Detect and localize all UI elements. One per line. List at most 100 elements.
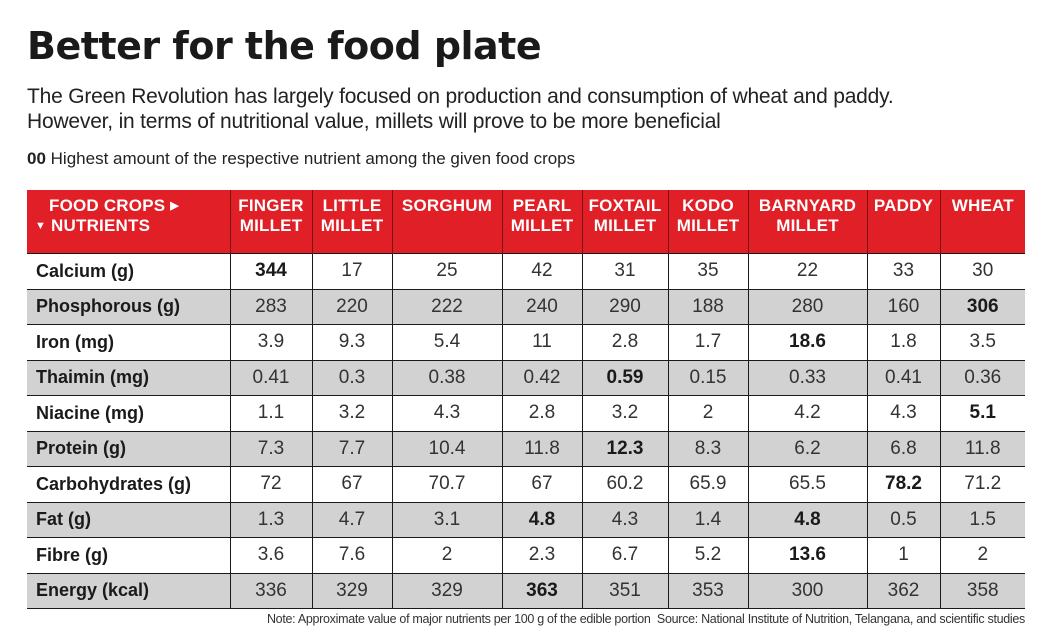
value-cell: 2.3 <box>501 537 582 573</box>
value-cell-highest: 306 <box>939 288 1025 325</box>
nutrient-table: FOOD CROPS ▶ ▼ NUTRIENTS FINGER MILLET LIT… <box>27 190 1025 609</box>
corner-header: FOOD CROPS ▶ ▼ NUTRIENTS <box>27 190 230 254</box>
value-cell-highest: 4.8 <box>747 501 867 538</box>
source-text: Source: National Institute of Nutrition,… <box>656 612 1025 626</box>
table-row: Energy (kcal) 336 329 329 363 351 353 300 362 358 <box>27 572 1025 609</box>
value-cell: 7.3 <box>229 430 312 467</box>
column-header-line2: MILLET <box>510 216 574 235</box>
note-text: Note: Approximate value of major nutrien… <box>266 612 651 626</box>
value-cell: 0.41 <box>229 359 312 396</box>
column-header-line2: MILLET <box>593 216 657 235</box>
value-cell: 65.5 <box>747 466 867 502</box>
value-cell: 3.6 <box>229 537 312 573</box>
value-cell: 240 <box>501 288 582 325</box>
value-cell: 8.3 <box>667 430 748 467</box>
nutrient-label: Energy (kcal) <box>27 572 230 609</box>
value-cell-highest: 13.6 <box>747 537 867 573</box>
value-cell: 11.8 <box>501 430 582 467</box>
value-cell: 2 <box>391 537 502 573</box>
column-header-line1: LITTLE <box>322 196 382 215</box>
nutrient-label: Iron (mg) <box>27 324 230 360</box>
value-cell: 1.4 <box>667 501 748 538</box>
value-cell: 2 <box>939 537 1025 573</box>
value-cell: 0.41 <box>866 359 940 396</box>
value-cell: 0.33 <box>747 359 867 396</box>
column-header-kodo-millet: KODO MILLET <box>667 190 748 254</box>
value-cell: 9.3 <box>311 324 392 360</box>
nutrient-label: Fibre (g) <box>27 537 230 573</box>
value-cell: 351 <box>581 572 668 609</box>
value-cell: 72 <box>229 466 312 502</box>
value-cell: 70.7 <box>391 466 502 502</box>
legend-marker: 00 <box>27 149 46 168</box>
table-row: Carbohydrates (g) 72 67 70.7 67 60.2 65.9 65.5 7… <box>27 466 1025 502</box>
subtitle-line-2: However, in terms of nutritional value, … <box>27 110 721 133</box>
value-cell: 31 <box>581 253 668 289</box>
column-header-pearl-millet: PEARL MILLET <box>501 190 582 254</box>
value-cell: 3.9 <box>229 324 312 360</box>
subtitle: The Green Revolution has largely focused… <box>27 84 1027 134</box>
value-cell: 1.8 <box>866 324 940 360</box>
value-cell: 336 <box>229 572 312 609</box>
column-header-paddy: PADDY <box>866 190 940 254</box>
column-header-little-millet: LITTLE MILLET <box>311 190 392 254</box>
value-cell: 25 <box>391 253 502 289</box>
column-header-line2: MILLET <box>676 216 740 235</box>
column-header-line1: PEARL <box>512 196 572 215</box>
nutrient-label: Carbohydrates (g) <box>27 466 230 502</box>
value-cell: 188 <box>667 288 748 325</box>
column-header-line2: MILLET <box>239 216 303 235</box>
value-cell: 5.4 <box>391 324 502 360</box>
corner-label-food-crops: FOOD CROPS <box>49 196 166 215</box>
table-row: Fibre (g) 3.6 7.6 2 2.3 6.7 5.2 13.6 1 2 <box>27 537 1025 573</box>
value-cell: 283 <box>229 288 312 325</box>
value-cell: 71.2 <box>939 466 1025 502</box>
value-cell: 1.3 <box>229 501 312 538</box>
value-cell: 0.42 <box>501 359 582 396</box>
value-cell: 0.5 <box>866 501 940 538</box>
value-cell: 7.6 <box>311 537 392 573</box>
value-cell: 4.3 <box>581 501 668 538</box>
value-cell: 0.38 <box>391 359 502 396</box>
value-cell-highest: 12.3 <box>581 430 668 467</box>
header-row: FOOD CROPS ▶ ▼ NUTRIENTS FINGER MILLET LIT… <box>27 190 1025 254</box>
value-cell: 6.8 <box>866 430 940 467</box>
value-cell: 60.2 <box>581 466 668 502</box>
value-cell: 1 <box>866 537 940 573</box>
value-cell: 0.15 <box>667 359 748 396</box>
value-cell: 22 <box>747 253 867 289</box>
table-row: Fat (g) 1.3 4.7 3.1 4.8 4.3 1.4 4.8 0.5 1.5 <box>27 501 1025 538</box>
column-header-wheat: WHEAT <box>939 190 1025 254</box>
table-row: Protein (g) 7.3 7.7 10.4 11.8 12.3 8.3 6.2 6.8 11… <box>27 430 1025 467</box>
value-cell: 358 <box>939 572 1025 609</box>
value-cell: 329 <box>311 572 392 609</box>
nutrient-label: Niacine (mg) <box>27 395 230 431</box>
value-cell: 160 <box>866 288 940 325</box>
value-cell: 0.36 <box>939 359 1025 396</box>
table-row: Phosphorous (g) 283 220 222 240 290 188 280 160 3… <box>27 288 1025 325</box>
subtitle-line-1: The Green Revolution has largely focused… <box>27 85 894 108</box>
table-row: Calcium (g) 344 17 25 42 31 35 22 33 30 <box>27 253 1025 289</box>
value-cell: 17 <box>311 253 392 289</box>
value-cell: 4.2 <box>747 395 867 431</box>
value-cell-highest: 5.1 <box>939 395 1025 431</box>
column-header-barnyard-millet: BARNYARD MILLET <box>747 190 867 254</box>
value-cell: 11 <box>501 324 582 360</box>
value-cell: 7.7 <box>311 430 392 467</box>
column-header-foxtail-millet: FOXTAIL MILLET <box>581 190 668 254</box>
value-cell: 6.2 <box>747 430 867 467</box>
value-cell: 5.2 <box>667 537 748 573</box>
column-header-line1: WHEAT <box>951 196 1014 215</box>
footnote: Note: Approximate value of major nutrien… <box>267 612 1025 626</box>
column-header-line2: MILLET <box>320 216 384 235</box>
value-cell: 67 <box>501 466 582 502</box>
value-cell: 3.2 <box>311 395 392 431</box>
value-cell: 42 <box>501 253 582 289</box>
value-cell-highest: 0.59 <box>581 359 668 396</box>
corner-label-nutrients: NUTRIENTS <box>51 216 151 235</box>
value-cell: 2.8 <box>581 324 668 360</box>
value-cell-highest: 4.8 <box>501 501 582 538</box>
value-cell: 1.1 <box>229 395 312 431</box>
column-header-line1: PADDY <box>873 196 934 215</box>
value-cell: 4.3 <box>866 395 940 431</box>
